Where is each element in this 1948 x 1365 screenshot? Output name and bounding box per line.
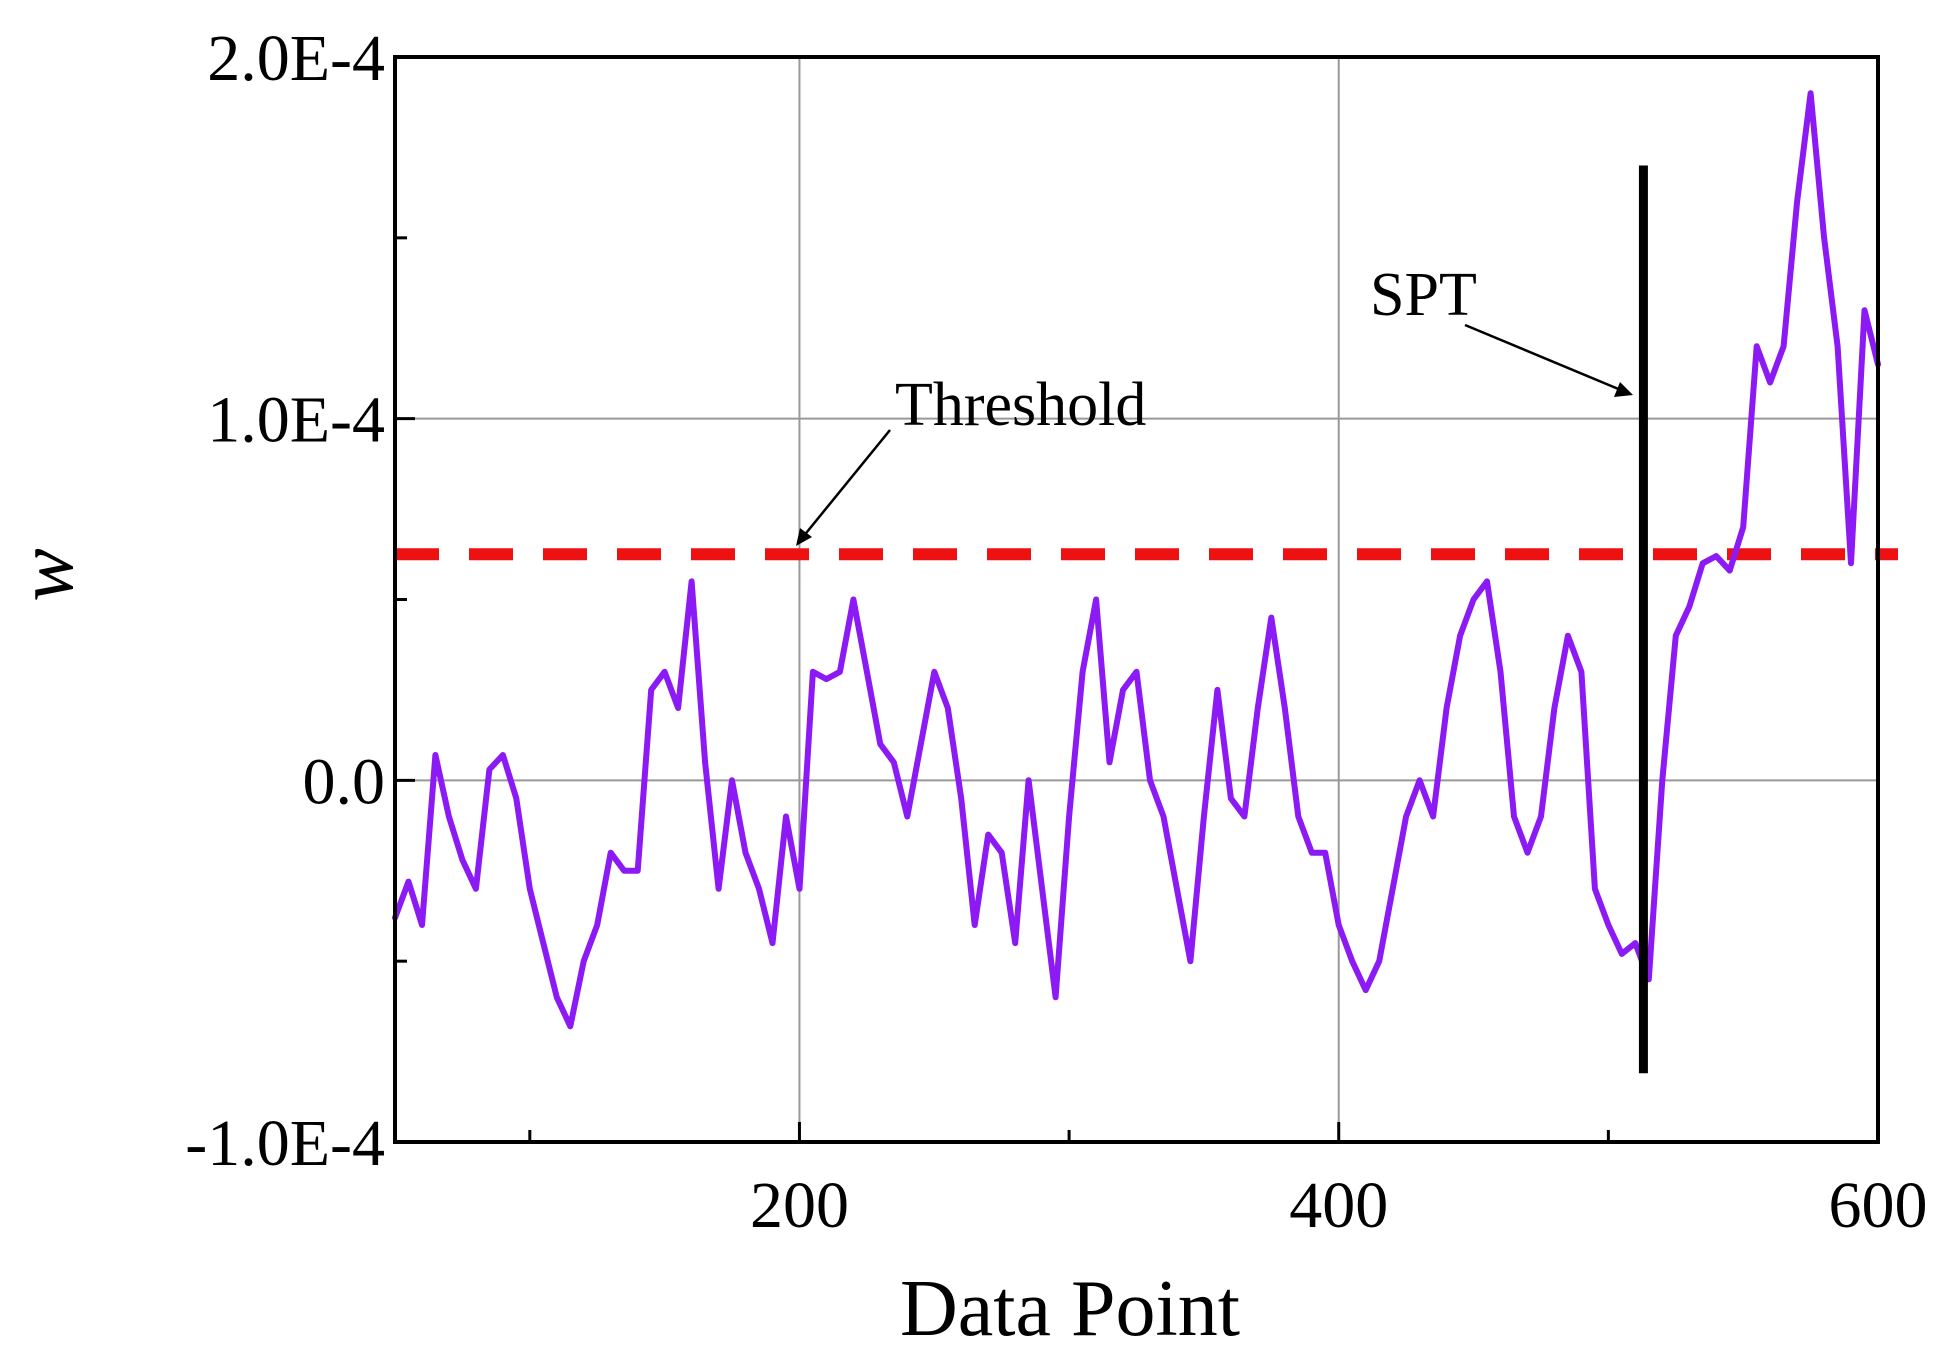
- spt-annotation: SPT: [1370, 261, 1477, 329]
- threshold-annotation: Threshold: [895, 371, 1146, 439]
- y-tick-label: -1.0E-4: [185, 1107, 385, 1180]
- y-tick-label: 1.0E-4: [207, 384, 385, 457]
- tick-marks: [395, 55, 1880, 1144]
- spt-annotation-arrow: [1464, 323, 1629, 395]
- tick-labels: 200 400 600 -1.0E-4 0.0 1.0E-4 2.0E-4: [185, 22, 1927, 1242]
- series-line-0: [392, 90, 1881, 1030]
- spt-arrow-head: [1614, 382, 1633, 397]
- y-tick-label: 2.0E-4: [207, 22, 385, 95]
- y-axis-title: w: [2, 548, 90, 601]
- threshold-annotation-arrow: [797, 429, 891, 544]
- x-tick-label: 200: [750, 1169, 849, 1242]
- axes: [393, 55, 1880, 1144]
- x-axis-title: Data Point: [900, 1265, 1240, 1353]
- series-group: [392, 90, 1881, 1030]
- grid-lines: [395, 56, 1879, 1143]
- threshold-arrow-head: [796, 528, 812, 546]
- x-tick-label: 400: [1289, 1169, 1388, 1242]
- plot-frame: [393, 55, 1880, 1144]
- x-tick-label: 600: [1829, 1169, 1928, 1242]
- y-tick-label: 0.0: [303, 745, 386, 818]
